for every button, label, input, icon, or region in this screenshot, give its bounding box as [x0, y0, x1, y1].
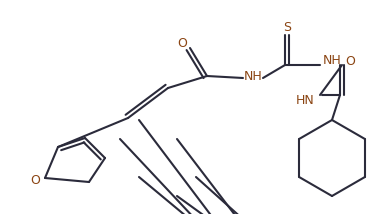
- Text: NH: NH: [244, 70, 262, 83]
- Text: O: O: [177, 37, 187, 49]
- Text: O: O: [30, 174, 40, 186]
- Text: HN: HN: [296, 94, 314, 107]
- Text: O: O: [345, 55, 355, 67]
- Text: NH: NH: [322, 54, 341, 67]
- Text: S: S: [283, 21, 291, 34]
